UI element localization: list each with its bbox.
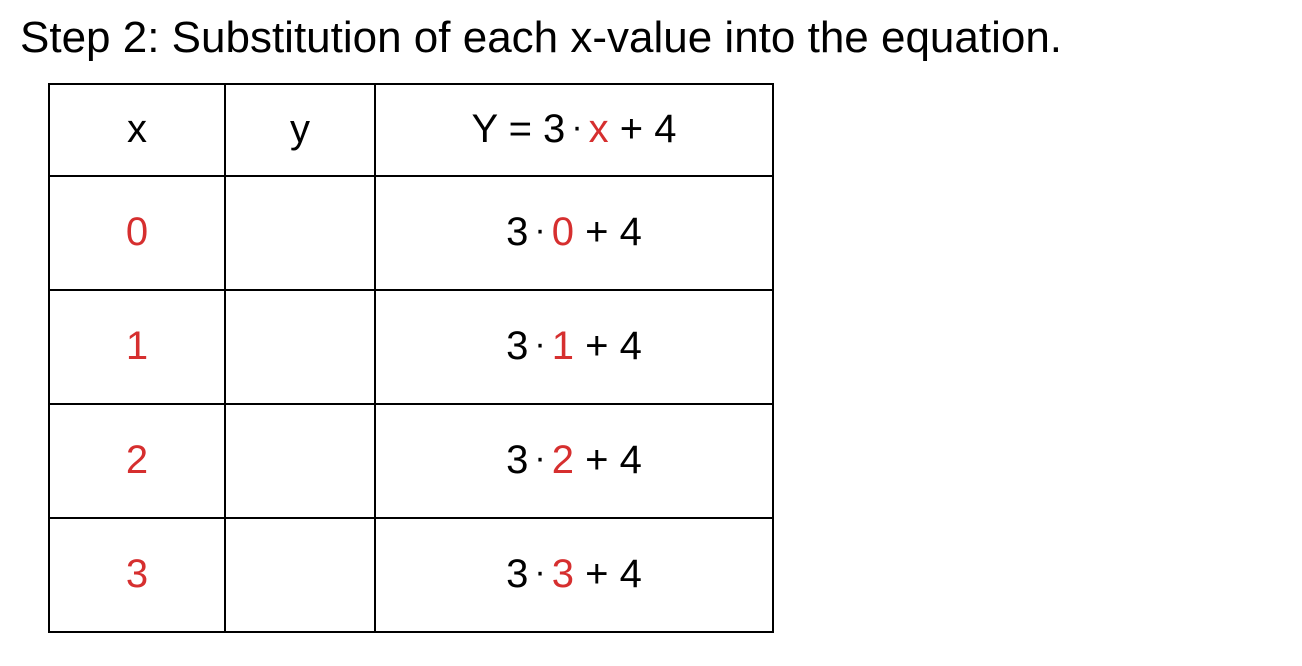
- col-header-y: y: [225, 84, 375, 176]
- step-heading: Step 2: Substitution of each x-value int…: [20, 12, 1282, 65]
- cell-y: [225, 176, 375, 290]
- eq-lead: 3: [506, 438, 528, 482]
- cell-equation: 3·3 + 4: [375, 518, 773, 632]
- eq-dot: ·: [565, 108, 588, 147]
- table-row: 3 3·3 + 4: [49, 518, 773, 632]
- eq-lead: 3: [506, 324, 528, 368]
- table-row: 2 3·2 + 4: [49, 404, 773, 518]
- eq-sub-x: x: [589, 107, 609, 151]
- eq-dot: ·: [528, 439, 551, 478]
- cell-x: 2: [49, 404, 225, 518]
- eq-tail: + 4: [574, 438, 642, 482]
- cell-y: [225, 404, 375, 518]
- worksheet-step: Step 2: Substitution of each x-value int…: [0, 0, 1302, 633]
- table-row: 1 3·1 + 4: [49, 290, 773, 404]
- eq-tail: + 4: [574, 210, 642, 254]
- eq-tail: + 4: [609, 107, 677, 151]
- col-header-equation: Y = 3·x + 4: [375, 84, 773, 176]
- eq-sub-x: 1: [552, 324, 574, 368]
- cell-y: [225, 518, 375, 632]
- eq-tail: + 4: [574, 324, 642, 368]
- eq-lead: 3: [506, 210, 528, 254]
- cell-equation: 3·2 + 4: [375, 404, 773, 518]
- cell-x: 1: [49, 290, 225, 404]
- eq-lead: 3: [506, 552, 528, 596]
- eq-tail: + 4: [574, 552, 642, 596]
- cell-y: [225, 290, 375, 404]
- col-header-x: x: [49, 84, 225, 176]
- cell-equation: 3·1 + 4: [375, 290, 773, 404]
- cell-equation: 3·0 + 4: [375, 176, 773, 290]
- cell-x: 3: [49, 518, 225, 632]
- table-header-row: x y Y = 3·x + 4: [49, 84, 773, 176]
- eq-sub-x: 2: [552, 438, 574, 482]
- eq-sub-x: 3: [552, 552, 574, 596]
- eq-sub-x: 0: [552, 210, 574, 254]
- eq-dot: ·: [528, 211, 551, 250]
- eq-lead: Y = 3: [472, 107, 566, 151]
- eq-dot: ·: [528, 553, 551, 592]
- cell-x: 0: [49, 176, 225, 290]
- table-row: 0 3·0 + 4: [49, 176, 773, 290]
- eq-dot: ·: [528, 325, 551, 364]
- substitution-table: x y Y = 3·x + 4 0 3·0 + 4 1 3·1 + 4 2 3·…: [48, 83, 774, 633]
